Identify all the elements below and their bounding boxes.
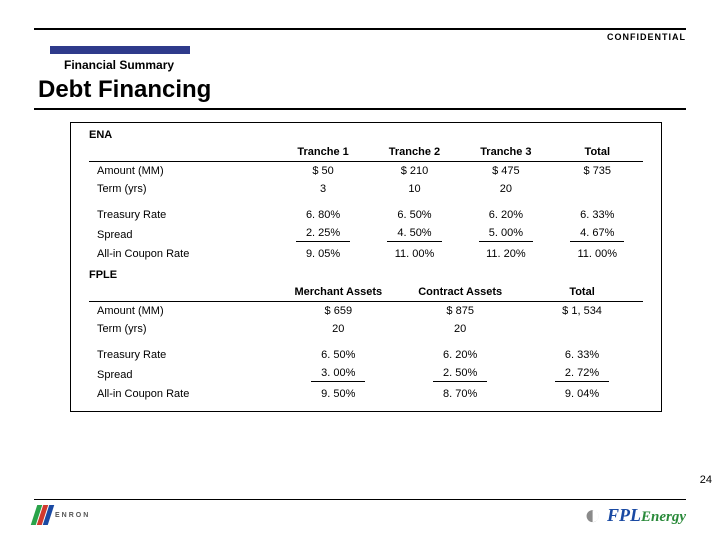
row-label: Spread [89,364,277,385]
fple-header-blank [89,283,277,302]
ena-col-1: Tranche 1 [277,143,368,162]
cell: 6. 33% [552,206,643,224]
fple-table: Merchant Assets Contract Assets Total Am… [89,283,643,403]
table-row: Treasury Rate 6. 80% 6. 50% 6. 20% 6. 33… [89,206,643,224]
row-label: All-in Coupon Rate [89,385,277,403]
cell: 3. 00% [277,364,399,385]
cell: 20 [277,320,399,338]
accent-bar [50,46,190,54]
cell: 20 [399,320,521,338]
table-row: Treasury Rate 6. 50% 6. 20% 6. 33% [89,346,643,364]
ena-col-4: Total [552,143,643,162]
cell: 6. 20% [399,346,521,364]
section-label: Financial Summary [64,58,686,72]
cell: 11. 20% [460,245,551,263]
cell: $ 735 [552,162,643,181]
debt-panel: ENA Tranche 1 Tranche 2 Tranche 3 Total … [70,122,662,412]
cell: $ 210 [369,162,460,181]
table-row: Term (yrs) 20 20 [89,320,643,338]
top-rule-bar: CONFIDENTIAL [34,28,686,42]
cell: $ 1, 534 [521,302,643,321]
row-label: Amount (MM) [89,162,277,181]
cell: $ 875 [399,302,521,321]
table-row: All-in Coupon Rate 9. 50% 8. 70% 9. 04% [89,385,643,403]
row-label: Spread [89,224,277,245]
cell: 2. 25% [277,224,368,245]
fpl-text: FPLEnergy [607,505,686,526]
cell: 2. 72% [521,364,643,385]
footer-bar: ENRON ◐ FPLEnergy [34,499,686,526]
fple-col-2: Contract Assets [399,283,521,302]
cell: 11. 00% [369,245,460,263]
fpl-swirl-icon: ◐ [584,504,601,526]
row-label: Term (yrs) [89,180,277,198]
fple-col-3: Total [521,283,643,302]
cell: 20 [460,180,551,198]
cell: 6. 33% [521,346,643,364]
table-row: All-in Coupon Rate 9. 05% 11. 00% 11. 20… [89,245,643,263]
table-row: Term (yrs) 3 10 20 [89,180,643,198]
cell: 3 [277,180,368,198]
cell: 6. 50% [369,206,460,224]
cell: 8. 70% [399,385,521,403]
ena-header-blank [89,143,277,162]
cell [552,180,643,198]
cell: 2. 50% [399,364,521,385]
table-row: Spread 2. 25% 4. 50% 5. 00% 4. 67% [89,224,643,245]
fple-col-1: Merchant Assets [277,283,399,302]
enron-mark-icon [31,505,54,525]
confidential-label: CONFIDENTIAL [607,32,686,42]
cell: 9. 50% [277,385,399,403]
cell: 9. 04% [521,385,643,403]
cell: 6. 80% [277,206,368,224]
cell: $ 659 [277,302,399,321]
cell: 6. 50% [277,346,399,364]
cell: $ 475 [460,162,551,181]
ena-label: ENA [89,129,643,141]
table-row: Spread 3. 00% 2. 50% 2. 72% [89,364,643,385]
row-label: Term (yrs) [89,320,277,338]
enron-name: ENRON [55,512,90,519]
cell: 9. 05% [277,245,368,263]
ena-col-3: Tranche 3 [460,143,551,162]
cell: 11. 00% [552,245,643,263]
fple-label: FPLE [89,269,643,281]
cell: 4. 50% [369,224,460,245]
page-title: Debt Financing [38,76,686,104]
row-label: All-in Coupon Rate [89,245,277,263]
table-row: Amount (MM) $ 659 $ 875 $ 1, 534 [89,302,643,321]
cell: 10 [369,180,460,198]
ena-col-2: Tranche 2 [369,143,460,162]
fpl-logo: ◐ FPLEnergy [584,504,686,526]
cell: 6. 20% [460,206,551,224]
cell: 5. 00% [460,224,551,245]
ena-table: Tranche 1 Tranche 2 Tranche 3 Total Amou… [89,143,643,263]
enron-logo: ENRON [34,505,90,525]
cell: 4. 67% [552,224,643,245]
row-label: Treasury Rate [89,346,277,364]
cell: $ 50 [277,162,368,181]
title-rule [34,108,686,110]
table-row: Amount (MM) $ 50 $ 210 $ 475 $ 735 [89,162,643,181]
row-label: Treasury Rate [89,206,277,224]
page-number: 24 [700,474,712,486]
row-label: Amount (MM) [89,302,277,321]
cell [521,320,643,338]
